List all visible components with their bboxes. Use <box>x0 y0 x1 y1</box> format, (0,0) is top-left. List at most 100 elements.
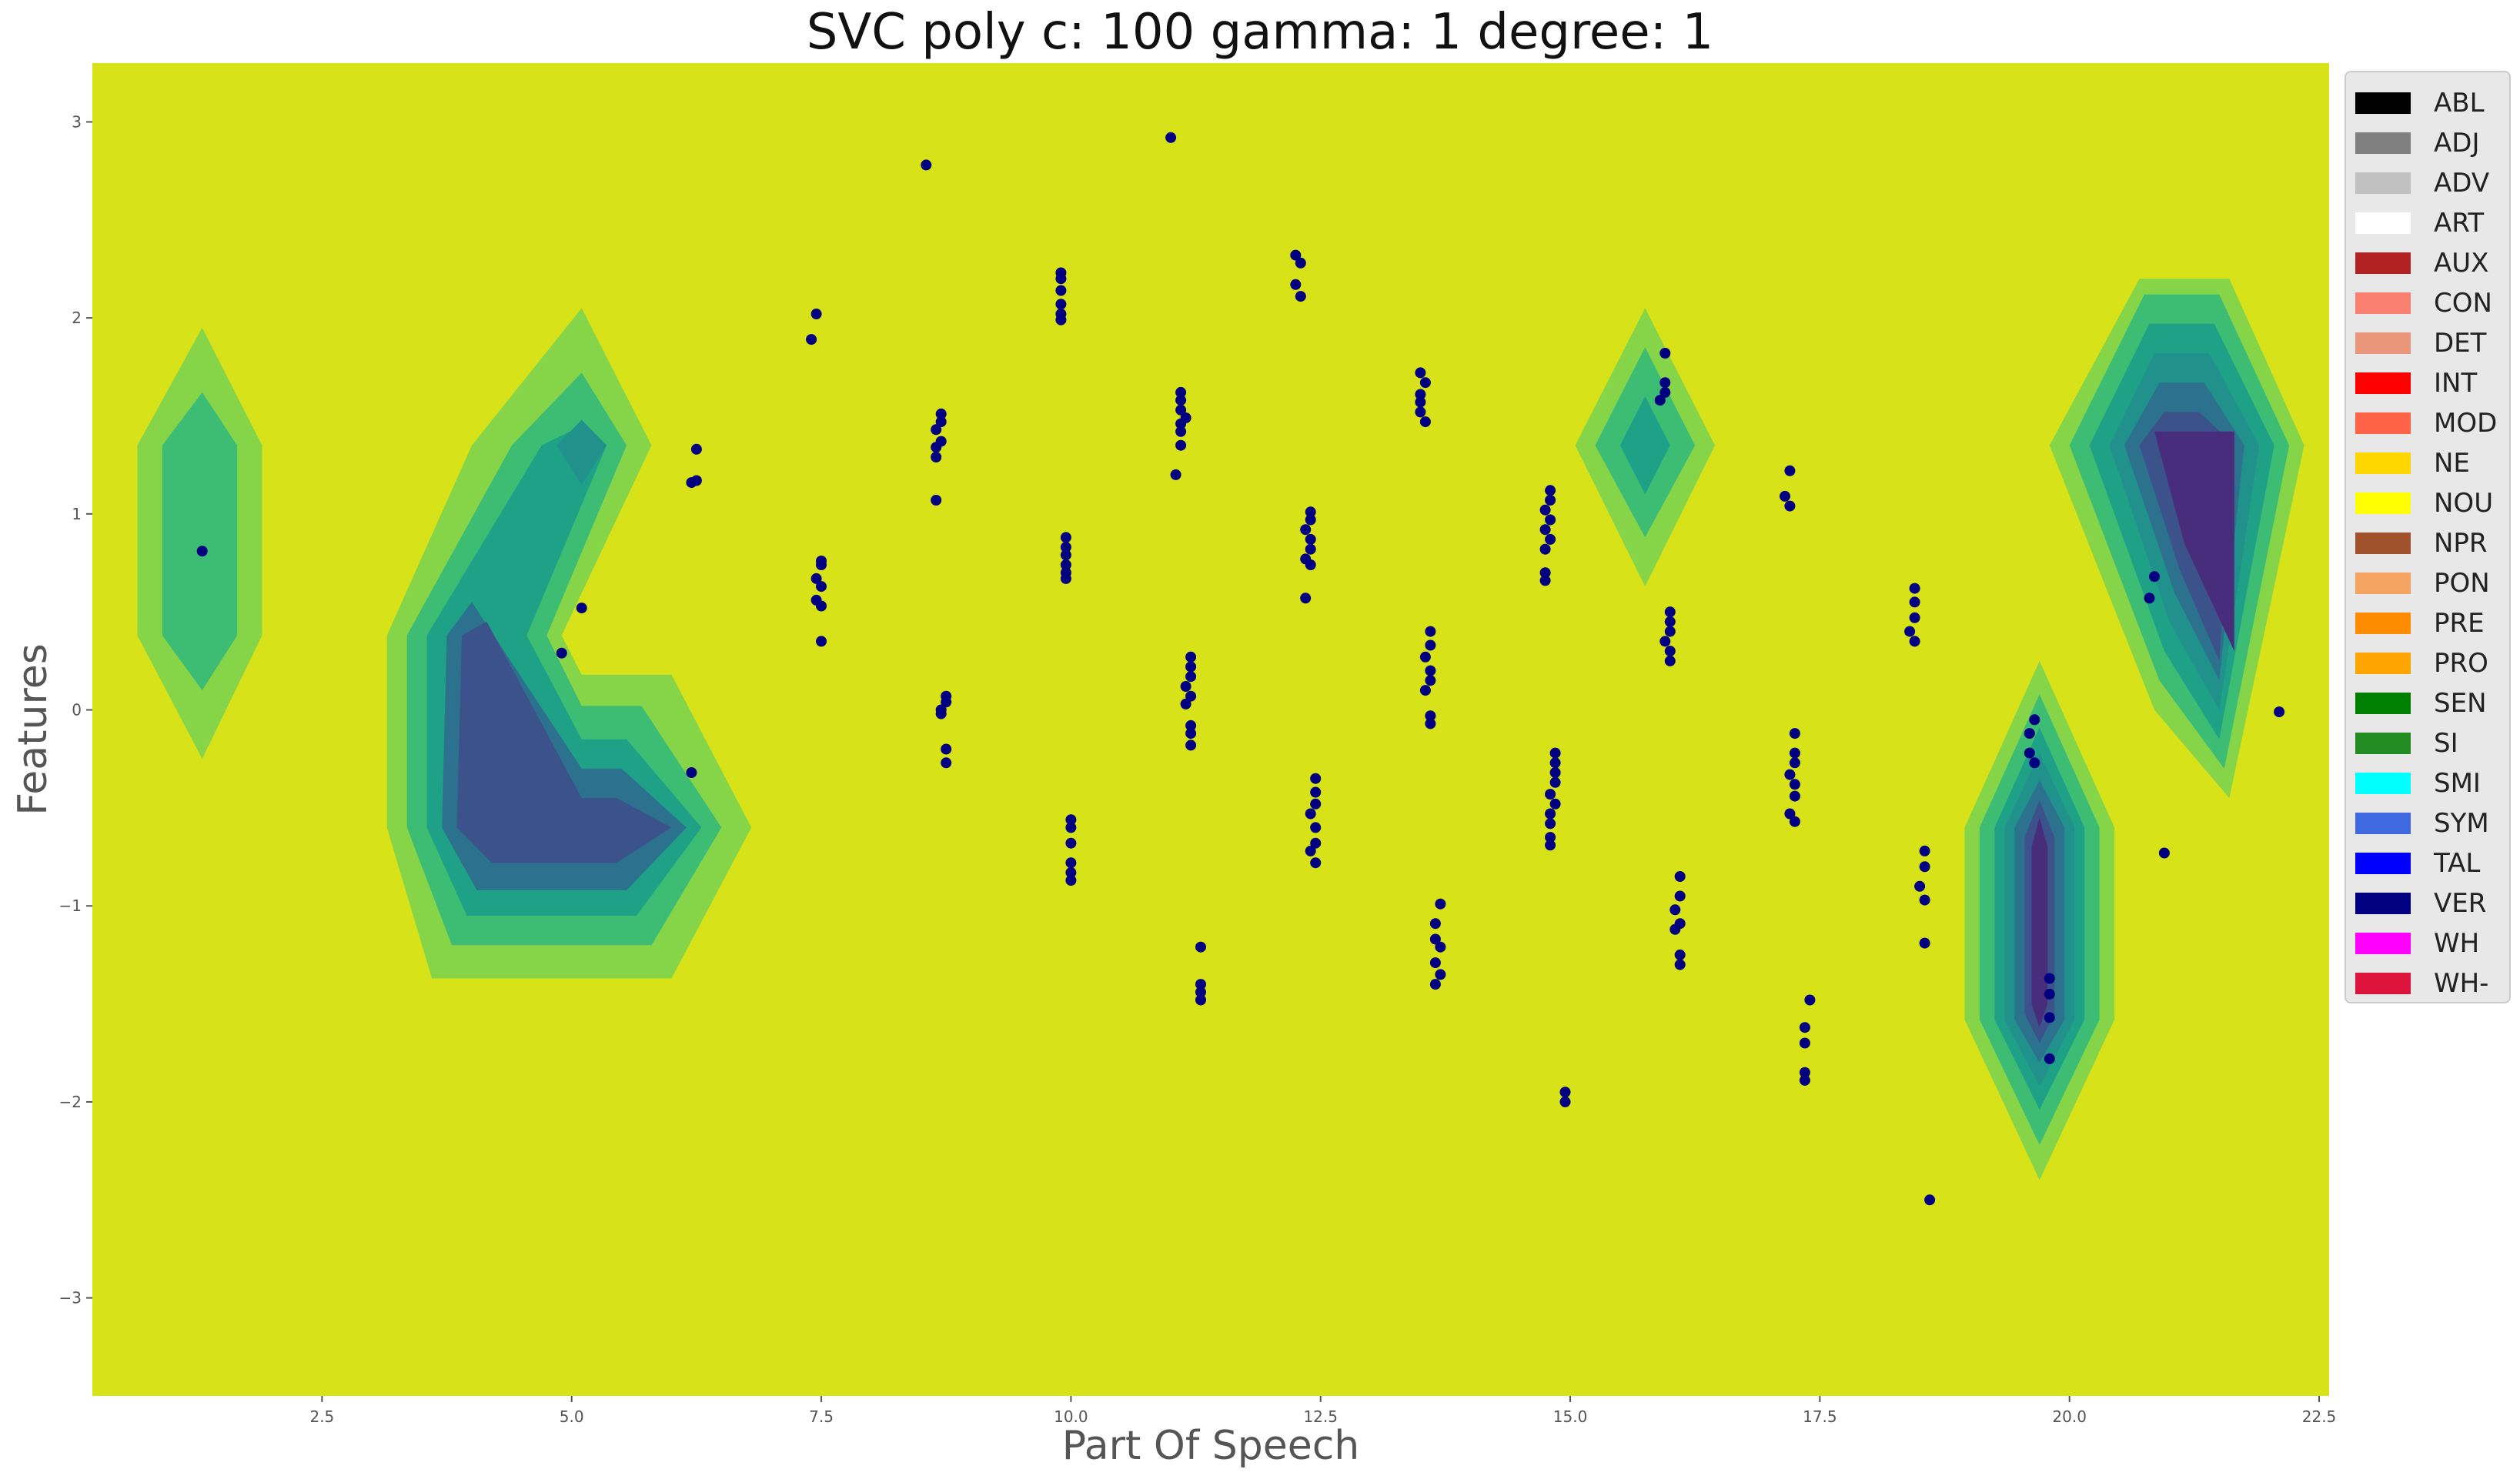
data-point <box>1909 612 1920 623</box>
region-c-shape-level-6 <box>456 621 672 863</box>
data-point <box>935 408 947 419</box>
data-point <box>1435 941 1446 953</box>
data-point <box>1175 418 1187 429</box>
data-point <box>1924 1194 1936 1206</box>
x-axis-ticks: 2.5 5.0 7.5 10.0 12.5 15.0 17.5 20.0 22.5 <box>309 1396 2336 1426</box>
legend-label: INT <box>2434 368 2478 399</box>
data-point <box>810 309 822 319</box>
data-point <box>921 159 932 171</box>
data-point <box>2158 847 2170 859</box>
data-point <box>1919 861 1930 873</box>
data-point <box>1425 675 1436 686</box>
legend-label: WH- <box>2434 968 2489 999</box>
x-tick-label: 15.0 <box>1553 1407 1588 1426</box>
data-point <box>1789 728 1800 740</box>
data-point <box>1065 875 1077 886</box>
data-point <box>1195 979 1206 990</box>
data-point <box>1060 559 1071 570</box>
data-point <box>1305 559 1316 570</box>
legend-item: WH- <box>2355 965 2488 1002</box>
legend-item: AUX <box>2355 245 2488 282</box>
data-point <box>1305 533 1316 545</box>
region-mid-diamond-level-3 <box>1619 396 1670 495</box>
data-point <box>556 647 567 659</box>
legend-label: ADJ <box>2434 128 2480 159</box>
data-point <box>816 636 827 647</box>
data-point <box>1799 1037 1810 1049</box>
data-point <box>1674 871 1686 882</box>
data-point <box>1545 533 1556 545</box>
data-point <box>1799 1074 1810 1086</box>
x-tick-label: 17.5 <box>1803 1407 1837 1426</box>
legend-label: ADV <box>2434 168 2490 199</box>
legend-label: VER <box>2434 888 2487 919</box>
data-point <box>1060 532 1071 543</box>
y-axis-label: Features <box>10 643 56 816</box>
legend-label: DET <box>2434 328 2487 359</box>
data-point <box>1549 798 1561 810</box>
data-point <box>1310 822 1322 833</box>
data-point <box>1415 396 1426 408</box>
data-point <box>1290 249 1302 261</box>
data-point <box>810 573 822 584</box>
y-tick-label: 1 <box>72 505 82 523</box>
y-tick-label: −3 <box>59 1289 82 1307</box>
data-point <box>1419 685 1431 696</box>
legend-item: WH <box>2355 925 2479 962</box>
data-point <box>690 475 702 486</box>
legend-swatch <box>2355 613 2411 634</box>
legend-swatch <box>2355 252 2411 274</box>
x-tick-label: 7.5 <box>809 1407 834 1426</box>
data-point <box>1175 426 1187 437</box>
legend-item: PRE <box>2355 605 2485 642</box>
data-point <box>1669 904 1681 916</box>
y-tick-label: 2 <box>72 309 82 327</box>
data-point <box>1789 816 1800 827</box>
data-point <box>1784 500 1796 512</box>
x-tick-label: 12.5 <box>1303 1407 1338 1426</box>
data-point <box>1664 606 1676 618</box>
legend-item: NPR <box>2355 525 2488 562</box>
data-point <box>1295 257 1306 269</box>
data-point <box>1664 626 1676 637</box>
legend-label: SYM <box>2434 808 2489 839</box>
legend-label: NE <box>2434 448 2470 479</box>
data-point <box>1789 790 1800 802</box>
legend-item: MOD <box>2355 405 2497 442</box>
data-point <box>1549 757 1561 769</box>
region-right-upper-level-7 <box>2154 431 2234 652</box>
legend-swatch <box>2355 693 2411 714</box>
legend-swatch <box>2355 452 2411 474</box>
data-point <box>1180 698 1191 709</box>
legend-swatch <box>2355 853 2411 874</box>
data-point <box>935 708 947 719</box>
legend-label: WH <box>2434 928 2480 959</box>
data-point <box>1909 583 1920 594</box>
data-point <box>1539 504 1551 516</box>
data-point <box>806 334 817 346</box>
data-point <box>1170 469 1181 480</box>
data-point <box>1549 767 1561 778</box>
data-point <box>1065 857 1077 869</box>
data-point <box>2149 571 2160 583</box>
data-point <box>2024 728 2035 740</box>
region-c-shape-level-4 <box>556 419 607 485</box>
data-point <box>1429 933 1441 945</box>
legend-label: ART <box>2434 208 2485 239</box>
data-point <box>690 443 702 455</box>
data-point <box>2044 1012 2055 1023</box>
data-point <box>1415 367 1426 379</box>
legend-item: PON <box>2355 565 2490 602</box>
data-point <box>1674 890 1686 902</box>
legend-swatch <box>2355 533 2411 554</box>
x-tick-label: 22.5 <box>2302 1407 2337 1426</box>
x-axis-label: Part Of Speech <box>1062 1423 1360 1469</box>
y-axis-ticks: −3 −2 −1 0 1 2 3 <box>59 112 92 1307</box>
data-point <box>1055 299 1067 310</box>
legend-swatch <box>2355 773 2411 794</box>
data-point <box>941 743 952 755</box>
data-point <box>1290 279 1302 290</box>
data-point <box>686 767 697 778</box>
data-point <box>1784 808 1796 820</box>
data-point <box>1659 348 1671 359</box>
